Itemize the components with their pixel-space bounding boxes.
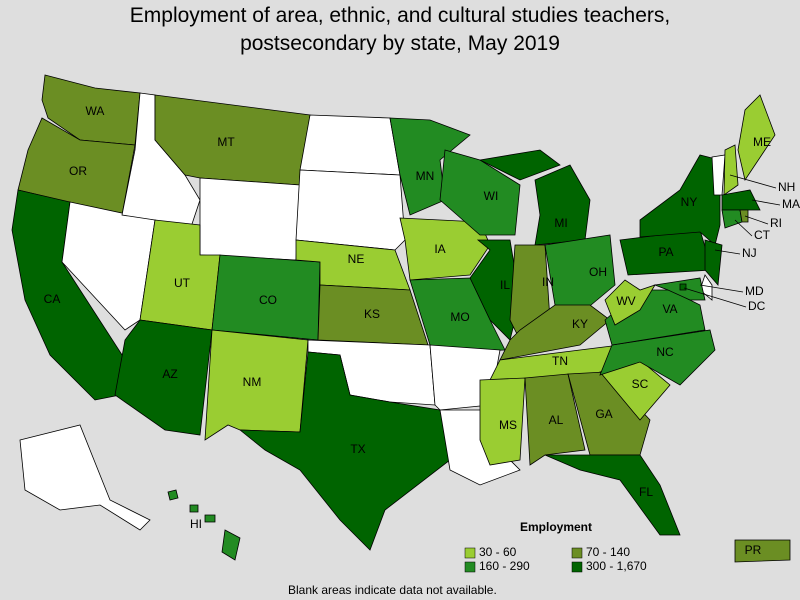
- state-label: VA: [662, 302, 677, 316]
- state-label: CT: [754, 228, 771, 242]
- state: [199, 177, 301, 261]
- state-label: GA: [595, 407, 612, 421]
- state-label: MS: [499, 418, 517, 432]
- leader-line: [729, 174, 777, 189]
- legend-swatch: [464, 547, 476, 559]
- legend-swatch: [464, 561, 476, 573]
- state-label: TX: [350, 442, 365, 456]
- state: [238, 351, 451, 551]
- state: [721, 209, 743, 229]
- legend-swatch: [571, 547, 583, 559]
- states-layer: [11, 74, 791, 563]
- state-label: AZ: [162, 367, 177, 381]
- state: [167, 489, 179, 501]
- legend-label: 160 - 290: [479, 559, 530, 573]
- state: [479, 377, 526, 466]
- state-label: MA: [782, 197, 800, 211]
- state: [721, 189, 761, 211]
- state: [469, 239, 521, 341]
- state-label: TN: [552, 354, 568, 368]
- state-label: NY: [681, 195, 698, 209]
- state: [524, 373, 586, 466]
- legend-swatch: [571, 561, 583, 573]
- state-label: AL: [549, 413, 564, 427]
- leader-line: [751, 199, 781, 206]
- state: [499, 304, 611, 361]
- state-label: SC: [632, 377, 649, 391]
- state-label: WA: [86, 104, 105, 118]
- state-label: NH: [778, 180, 795, 194]
- legend-label: 70 - 140: [586, 545, 630, 559]
- state: [19, 424, 151, 531]
- state-label: MO: [450, 310, 469, 324]
- state-label: OR: [69, 164, 87, 178]
- state-label: NE: [348, 252, 365, 266]
- state-label: OH: [589, 265, 607, 279]
- footnote: Blank areas indicate data not available.: [288, 583, 497, 597]
- state: [544, 454, 681, 536]
- state: [737, 94, 776, 181]
- legend-label: 30 - 60: [479, 545, 517, 559]
- state: [567, 371, 651, 456]
- state: [478, 149, 561, 181]
- state: [639, 154, 721, 246]
- state: [295, 169, 406, 251]
- leader-line: [699, 284, 744, 293]
- state-label: IL: [500, 278, 510, 292]
- state: [704, 239, 723, 286]
- state-label: PR: [745, 543, 762, 557]
- state: [723, 144, 739, 196]
- leader-line: [744, 215, 769, 225]
- state-label: MI: [554, 216, 567, 230]
- state: [221, 529, 241, 561]
- state-label: MD: [745, 284, 764, 298]
- state-label: KS: [364, 307, 380, 321]
- state-label: MN: [416, 169, 435, 183]
- state: [299, 114, 401, 176]
- state-label: UT: [174, 276, 191, 290]
- state-label: FL: [639, 485, 653, 499]
- leader-line: [714, 249, 741, 255]
- state-label: DC: [748, 299, 766, 313]
- labels-layer: WA OR CA MT UT CO AZ NM NE KS TX MN IA WI IL MO MI IN OH KY…: [44, 104, 800, 557]
- state-label: MT: [217, 135, 235, 149]
- leader-line: [734, 219, 753, 237]
- state-label: WI: [484, 189, 499, 203]
- state: [189, 504, 199, 513]
- state-label: WV: [616, 294, 635, 308]
- state: [204, 514, 216, 523]
- state: [739, 209, 749, 223]
- state-label: KY: [572, 317, 588, 331]
- state: [711, 154, 726, 196]
- state: [534, 164, 591, 246]
- state-label: HI: [190, 517, 202, 531]
- state-label: IN: [542, 275, 554, 289]
- map-title: Employment of area, ethnic, and cultural…: [129, 4, 671, 55]
- state-label: NJ: [742, 246, 757, 260]
- legend-label: 300 - 1,670: [586, 559, 647, 573]
- state: [734, 539, 791, 563]
- state-label: RI: [770, 216, 782, 230]
- legend: 30 - 60 70 - 140 160 - 290 300 - 1,670: [464, 545, 647, 573]
- state-label: CO: [259, 293, 277, 307]
- state-label: CA: [44, 292, 61, 306]
- state-label: PA: [658, 245, 673, 259]
- state: [599, 329, 716, 386]
- state-label: NM: [243, 375, 262, 389]
- state-label: ME: [753, 135, 771, 149]
- state-label: NC: [656, 345, 674, 359]
- state: [679, 283, 687, 291]
- state-label: IA: [434, 242, 445, 256]
- state: [544, 234, 616, 311]
- leader-line: [683, 287, 747, 308]
- legend-title: Employment: [520, 520, 592, 534]
